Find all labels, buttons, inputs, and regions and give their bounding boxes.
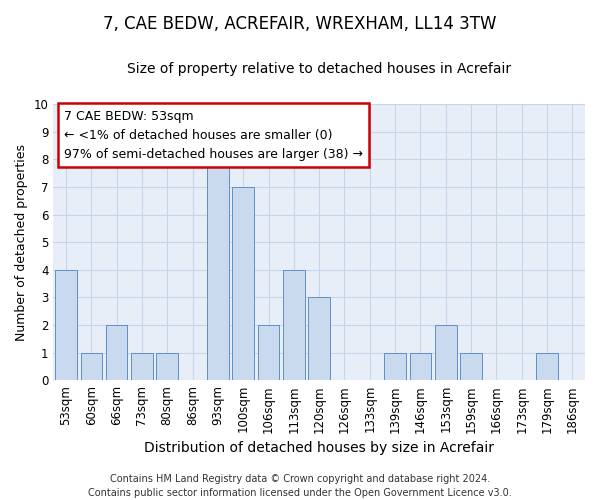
Bar bbox=[232, 187, 254, 380]
Bar bbox=[283, 270, 305, 380]
Bar bbox=[207, 160, 229, 380]
Bar bbox=[106, 325, 127, 380]
Text: Contains HM Land Registry data © Crown copyright and database right 2024.
Contai: Contains HM Land Registry data © Crown c… bbox=[88, 474, 512, 498]
X-axis label: Distribution of detached houses by size in Acrefair: Distribution of detached houses by size … bbox=[144, 441, 494, 455]
Bar bbox=[410, 352, 431, 380]
Text: 7 CAE BEDW: 53sqm
← <1% of detached houses are smaller (0)
97% of semi-detached : 7 CAE BEDW: 53sqm ← <1% of detached hous… bbox=[64, 110, 363, 160]
Bar bbox=[55, 270, 77, 380]
Bar bbox=[435, 325, 457, 380]
Bar bbox=[258, 325, 279, 380]
Bar bbox=[385, 352, 406, 380]
Y-axis label: Number of detached properties: Number of detached properties bbox=[15, 144, 28, 340]
Title: Size of property relative to detached houses in Acrefair: Size of property relative to detached ho… bbox=[127, 62, 511, 76]
Bar bbox=[308, 298, 330, 380]
Bar bbox=[80, 352, 102, 380]
Bar bbox=[157, 352, 178, 380]
Text: 7, CAE BEDW, ACREFAIR, WREXHAM, LL14 3TW: 7, CAE BEDW, ACREFAIR, WREXHAM, LL14 3TW bbox=[103, 15, 497, 33]
Bar bbox=[460, 352, 482, 380]
Bar bbox=[131, 352, 152, 380]
Bar bbox=[536, 352, 558, 380]
